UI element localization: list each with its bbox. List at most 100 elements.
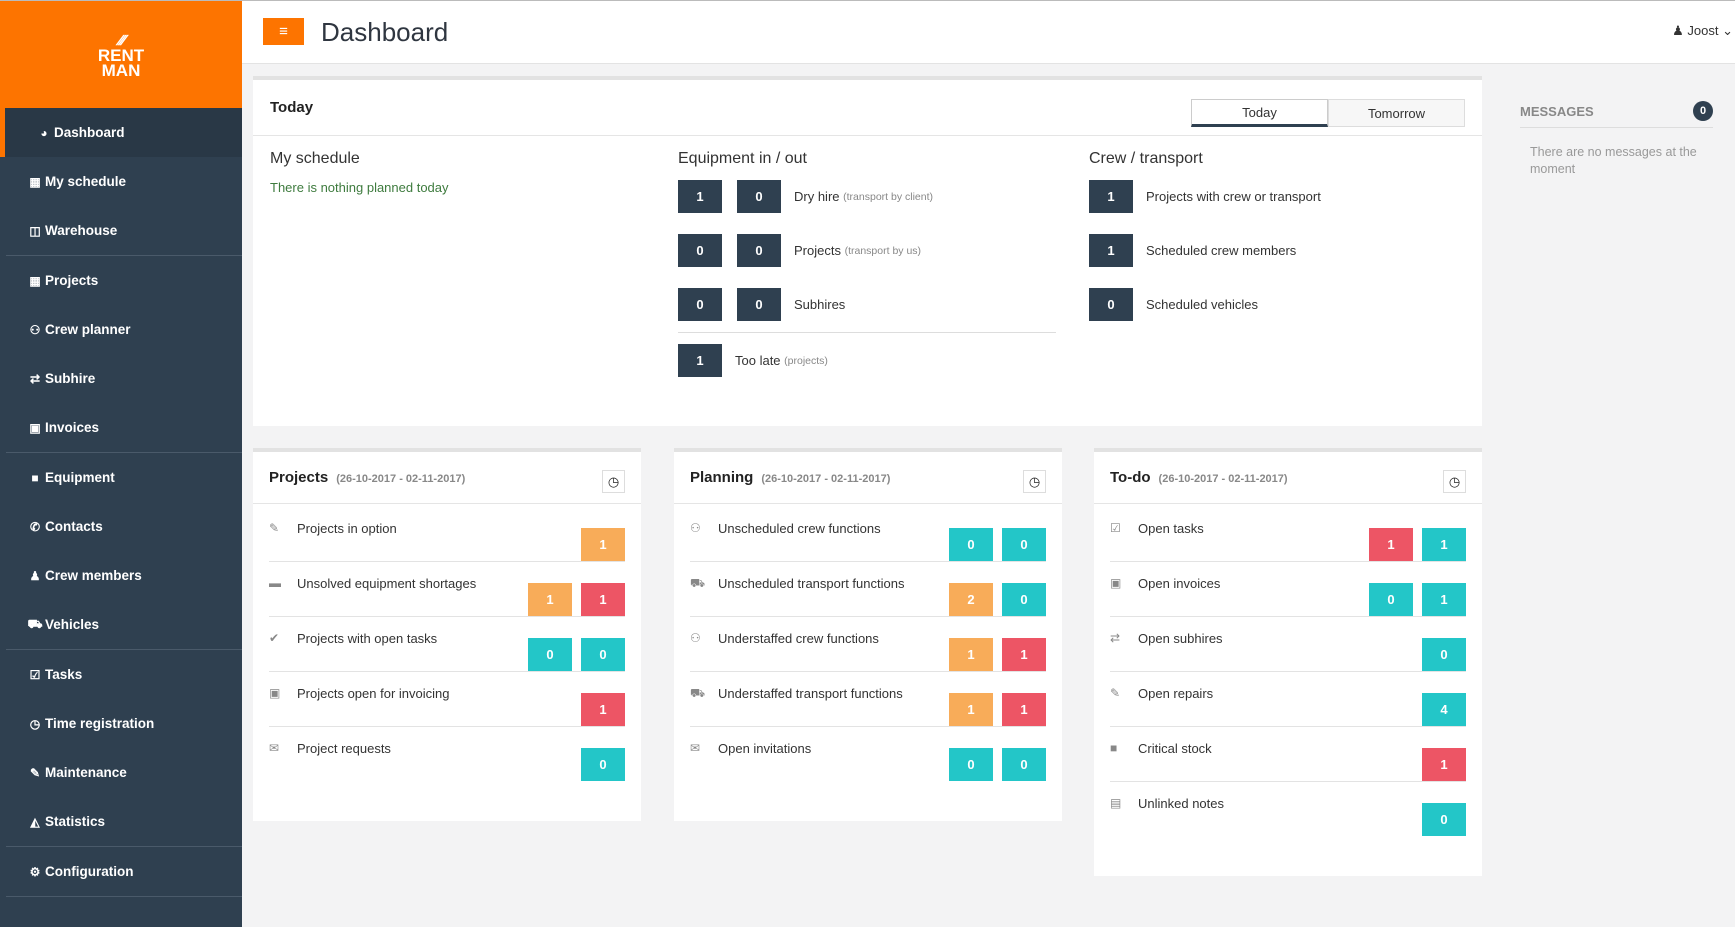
count-badge-teal[interactable]: 0 [1422,638,1466,671]
calendar-icon: ▦ [29,174,41,189]
count-badge-teal[interactable]: 1 [1422,528,1466,561]
clock-icon[interactable]: ◷ [1443,470,1466,493]
card-to-do: To-do (26-10-2017 - 02-11-2017) ◷ ☑ Open tas… [1094,448,1482,876]
menu-toggle-button[interactable]: ≡ [263,18,304,45]
card-row-unscheduled-transport-functions[interactable]: ⛟ Unscheduled transport functions 2 0 [690,562,1046,617]
card-title: Projects [269,469,329,486]
sidebar-item-tasks[interactable]: ☑ Tasks [0,650,242,699]
too-late-row[interactable]: 1 Too late (projects) [678,344,1056,377]
card-row-project-requests[interactable]: ✉ Project requests 0 [269,727,625,782]
count-out-badge[interactable]: 0 [678,234,722,267]
count-badge-orange[interactable]: 1 [581,528,625,561]
sidebar-item-contacts[interactable]: ✆ Contacts [0,502,242,551]
user-menu[interactable]: ♟ Joost ⌄ [1672,23,1733,39]
sidebar-divider [6,649,242,650]
card-date-range: (26-10-2017 - 02-11-2017) [761,473,891,485]
card-row-label: Critical stock [1138,741,1212,756]
tab-today[interactable]: Today [1191,99,1328,127]
chevron-down-icon: ⌄ [1722,23,1733,38]
count-badge-teal[interactable]: 0 [1002,748,1046,781]
count-badge-red[interactable]: 1 [1002,693,1046,726]
tab-tomorrow[interactable]: Tomorrow [1328,99,1465,127]
count-badge-orange[interactable]: 1 [949,693,993,726]
crew-row-projects-with-crew-or-transport[interactable]: 1 Projects with crew or transport [1089,180,1321,213]
card-row-open-subhires[interactable]: ⇄ Open subhires 0 [1110,617,1466,672]
sidebar-item-dashboard[interactable]: ◕ Dashboard [0,108,242,157]
count-badge-teal[interactable]: 0 [528,638,572,671]
count-badge-teal[interactable]: 4 [1422,693,1466,726]
sidebar-item-configuration[interactable]: ⚙ Configuration [0,847,242,896]
clock-icon[interactable]: ◷ [1023,470,1046,493]
count-in-badge[interactable]: 0 [737,180,781,213]
count-badge-red[interactable]: 1 [1369,528,1413,561]
count-badge-teal[interactable]: 0 [1002,583,1046,616]
count-badge-red[interactable]: 1 [1002,638,1046,671]
card-row-unsolved-equipment-shortages[interactable]: ▬ Unsolved equipment shortages 1 1 [269,562,625,617]
sidebar-item-label: Dashboard [54,125,125,140]
card-row-projects-in-option[interactable]: ✎ Projects in option 1 [269,507,625,562]
sidebar-item-subhire[interactable]: ⇄ Subhire [0,354,242,403]
crew-heading: Crew / transport [1089,150,1203,167]
sidebar-item-equipment[interactable]: ■ Equipment [0,453,242,502]
crew-count-badge[interactable]: 1 [1089,234,1133,267]
card-row-open-invoices[interactable]: ▣ Open invoices 0 1 [1110,562,1466,617]
sidebar-item-invoices[interactable]: ▣ Invoices [0,403,242,452]
card-row-open-tasks[interactable]: ☑ Open tasks 1 1 [1110,507,1466,562]
count-badge-orange[interactable]: 2 [949,583,993,616]
rentman-logo[interactable]: /// RENT MAN [0,1,242,108]
sidebar-item-projects[interactable]: ▦ Projects [0,256,242,305]
count-badge-teal[interactable]: 0 [949,748,993,781]
card-header: Planning (26-10-2017 - 02-11-2017) ◷ [674,452,1062,504]
sidebar-item-time-registration[interactable]: ◷ Time registration [0,699,242,748]
count-badge-teal[interactable]: 0 [1002,528,1046,561]
crew-count-badge[interactable]: 1 [1089,180,1133,213]
card-row-open-invitations[interactable]: ✉ Open invitations 0 0 [690,727,1046,782]
crew-row-scheduled-crew-members[interactable]: 1 Scheduled crew members [1089,234,1321,267]
equipment-row-dry-hire[interactable]: 1 0 Dry hire (transport by client) [678,180,1056,213]
card-row-unscheduled-crew-functions[interactable]: ⚇ Unscheduled crew functions 0 0 [690,507,1046,562]
count-badge-teal[interactable]: 0 [581,638,625,671]
count-badge-red[interactable]: 1 [581,583,625,616]
count-badge-teal[interactable]: 1 [1422,583,1466,616]
count-badge-teal[interactable]: 0 [581,748,625,781]
count-in-badge[interactable]: 0 [737,288,781,321]
crew-section: Crew / transport 1 Projects with crew or … [1089,150,1321,342]
crew-count-badge[interactable]: 0 [1089,288,1133,321]
sidebar-item-my-schedule[interactable]: ▦ My schedule [0,157,242,206]
sidebar-item-statistics[interactable]: ◭ Statistics [0,797,242,846]
card-row-open-repairs[interactable]: ✎ Open repairs 4 [1110,672,1466,727]
card-date-range: (26-10-2017 - 02-11-2017) [336,473,466,485]
card-row-unlinked-notes[interactable]: ▤ Unlinked notes 0 [1110,782,1466,837]
sidebar-item-maintenance[interactable]: ✎ Maintenance [0,748,242,797]
count-out-badge[interactable]: 0 [678,288,722,321]
too-late-badge[interactable]: 1 [678,344,722,377]
equipment-row-projects[interactable]: 0 0 Projects (transport by us) [678,234,1056,267]
card-row-label: Projects open for invoicing [297,686,450,701]
count-badge-red[interactable]: 1 [581,693,625,726]
card-row-critical-stock[interactable]: ■ Critical stock 1 [1110,727,1466,782]
count-out-badge[interactable]: 1 [678,180,722,213]
card-body: ✎ Projects in option 1 ▬ Unsolved equipment … [253,504,641,782]
sidebar-item-crew-planner[interactable]: ⚇ Crew planner [0,305,242,354]
count-badge-orange[interactable]: 1 [528,583,572,616]
count-badge-orange[interactable]: 1 [949,638,993,671]
count-in-badge[interactable]: 0 [737,234,781,267]
sidebar-item-warehouse[interactable]: ◫ Warehouse [0,206,242,255]
count-badge-teal[interactable]: 0 [1422,803,1466,836]
equipment-row-subhires[interactable]: 0 0 Subhires [678,288,1056,321]
count-badge-red[interactable]: 1 [1422,748,1466,781]
archive-icon: ■ [31,470,39,485]
clock-icon[interactable]: ◷ [602,470,625,493]
count-badge-teal[interactable]: 0 [949,528,993,561]
sidebar-item-vehicles[interactable]: ⛟ Vehicles [0,600,242,649]
crew-row-scheduled-vehicles[interactable]: 0 Scheduled vehicles [1089,288,1321,321]
card-row-understaffed-transport-functions[interactable]: ⛟ Understaffed transport functions 1 1 [690,672,1046,727]
count-badge-teal[interactable]: 0 [1369,583,1413,616]
card-row-projects-with-open-tasks[interactable]: ✔ Projects with open tasks 0 0 [269,617,625,672]
card-row-projects-open-for-invoicing[interactable]: ▣ Projects open for invoicing 1 [269,672,625,727]
sidebar-nav: ◕ Dashboard ▦ My schedule ◫ Warehouse ▦ Project… [0,108,242,897]
sidebar-item-crew-members[interactable]: ♟ Crew members [0,551,242,600]
grid-icon: ▦ [29,273,41,288]
card-row-understaffed-crew-functions[interactable]: ⚇ Understaffed crew functions 1 1 [690,617,1046,672]
